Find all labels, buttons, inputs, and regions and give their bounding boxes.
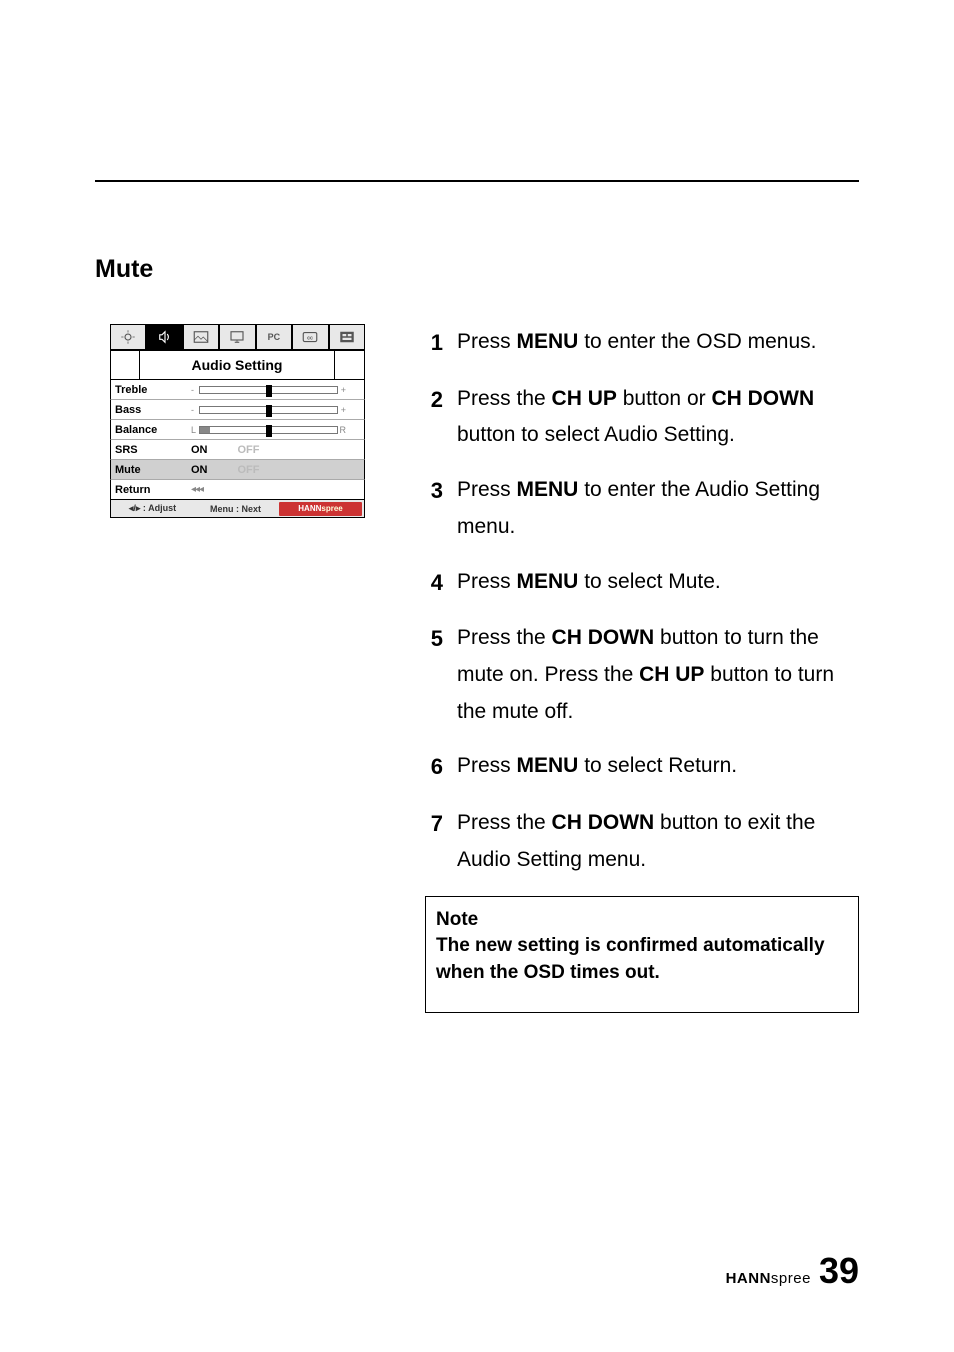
- osd-label-srs: SRS: [111, 444, 191, 456]
- step-num: 2: [425, 381, 443, 455]
- note-title: Note: [436, 909, 848, 931]
- slider-plus: +: [338, 385, 346, 395]
- step-7: 7 Press the CH DOWN button to exit the A…: [425, 805, 859, 879]
- sun-icon: [119, 329, 137, 345]
- osd-tab-6: cc: [292, 324, 328, 350]
- note-box: Note The new setting is confirmed automa…: [425, 896, 859, 1013]
- footer-brand: HANNspree: [279, 502, 362, 516]
- osd-menu-title: Audio Setting: [140, 350, 335, 380]
- page-number: 39: [819, 1250, 859, 1292]
- osd-label-mute: Mute: [111, 464, 191, 476]
- bass-slider: - +: [191, 405, 346, 415]
- cc-icon: cc: [301, 329, 319, 345]
- osd-title-spacer-left: [110, 350, 140, 380]
- osd-tab-1: [110, 324, 146, 350]
- osd-label-treble: Treble: [111, 384, 191, 396]
- osd-title-spacer-right: [335, 350, 365, 380]
- osd-tab-strip: PC cc: [110, 324, 365, 350]
- return-arrows-icon: ◂◂◂: [191, 484, 203, 495]
- monitor-icon: [228, 329, 246, 345]
- step-3: 3 Press MENU to enter the Audio Setting …: [425, 472, 859, 546]
- section-title: Mute: [95, 255, 859, 284]
- footer-next: Menu : Next: [194, 504, 277, 514]
- step-5: 5 Press the CH DOWN button to turn the m…: [425, 620, 859, 730]
- step-num: 3: [425, 472, 443, 546]
- step-1: 1 Press MENU to enter the OSD menus.: [425, 324, 859, 363]
- osd-row-treble: Treble - +: [110, 380, 365, 400]
- osd-tab-pc: PC: [256, 324, 292, 350]
- step-num: 6: [425, 748, 443, 787]
- step-num: 4: [425, 564, 443, 603]
- step-6: 6 Press MENU to select Return.: [425, 748, 859, 787]
- osd-row-srs: SRS ON OFF: [110, 440, 365, 460]
- osd-label-return: Return: [111, 484, 191, 496]
- setup-icon: [338, 329, 356, 345]
- page-footer: HANNspree 39: [726, 1250, 859, 1292]
- osd-row-mute: Mute ON OFF: [110, 460, 365, 480]
- osd-tab-audio: [146, 324, 182, 350]
- step-num: 1: [425, 324, 443, 363]
- osd-row-balance: Balance L R: [110, 420, 365, 440]
- svg-text:cc: cc: [307, 335, 313, 341]
- step-num: 7: [425, 805, 443, 879]
- mute-off: OFF: [238, 464, 260, 476]
- osd-label-balance: Balance: [111, 424, 191, 436]
- steps-list: 1 Press MENU to enter the OSD menus. 2 P…: [425, 324, 859, 1013]
- treble-slider: - +: [191, 385, 346, 395]
- slider-r: R: [338, 425, 346, 435]
- footer-brand: HANNspree: [726, 1270, 811, 1287]
- osd-tab-3: [183, 324, 219, 350]
- osd-tab-7: [329, 324, 365, 350]
- osd-row-return: Return ◂◂◂: [110, 480, 365, 500]
- footer-adjust: ◂/▸ : Adjust: [111, 503, 194, 514]
- slider-l: L: [191, 425, 199, 435]
- balance-slider: L R: [191, 425, 346, 435]
- srs-off: OFF: [238, 444, 260, 456]
- step-2: 2 Press the CH UP button or CH DOWN butt…: [425, 381, 859, 455]
- horizontal-rule: [95, 180, 859, 182]
- osd-panel: PC cc Audio Setting Treble -: [110, 324, 365, 1013]
- slider-plus: +: [338, 405, 346, 415]
- speaker-icon: [156, 329, 174, 345]
- mute-on: ON: [191, 464, 208, 476]
- note-body: The new setting is confirmed automatical…: [436, 933, 848, 986]
- picture-icon: [192, 329, 210, 345]
- slider-minus: -: [191, 405, 199, 415]
- step-num: 5: [425, 620, 443, 730]
- osd-row-bass: Bass - +: [110, 400, 365, 420]
- srs-on: ON: [191, 444, 208, 456]
- osd-footer: ◂/▸ : Adjust Menu : Next HANNspree: [110, 500, 365, 518]
- slider-minus: -: [191, 385, 199, 395]
- osd-tab-4: [219, 324, 255, 350]
- step-4: 4 Press MENU to select Mute.: [425, 564, 859, 603]
- osd-label-bass: Bass: [111, 404, 191, 416]
